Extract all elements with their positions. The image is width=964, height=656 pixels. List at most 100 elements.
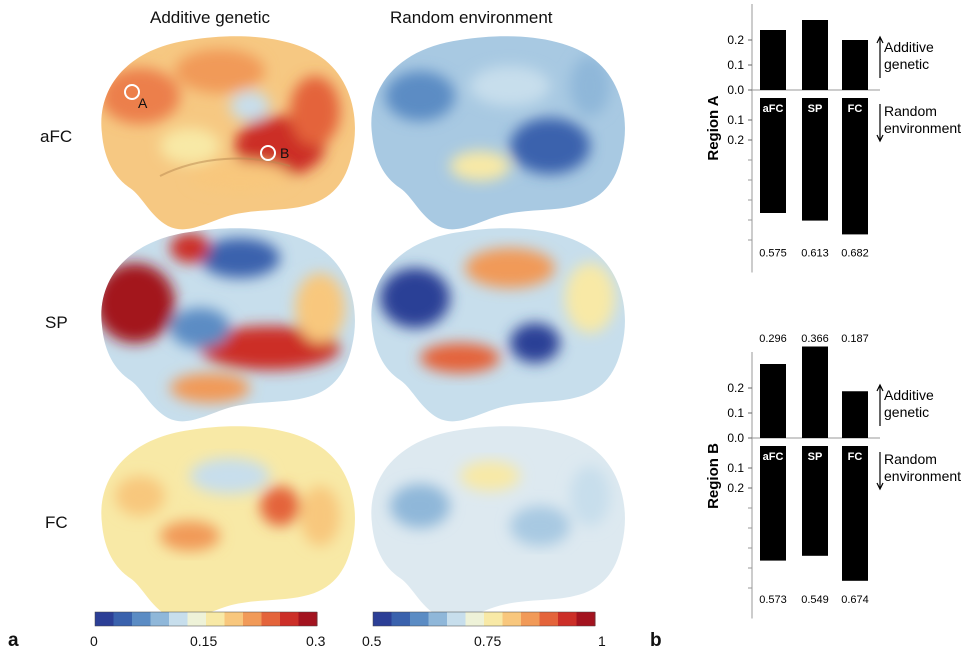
colorbar-genetic-swatch <box>187 612 207 626</box>
y-tick-label: 0.1 <box>727 406 744 420</box>
up-arrow-head <box>876 35 884 44</box>
environment-bar-sp <box>802 446 828 556</box>
top-value-label: 0.187 <box>841 333 869 345</box>
row-label-fc: FC <box>45 513 68 532</box>
colorbar-genetic-swatch <box>113 612 133 626</box>
colorbar-genetic-swatch <box>169 612 188 626</box>
column-header-genetic: Additive genetic <box>150 8 271 27</box>
bottom-value-label: 0.674 <box>841 594 869 606</box>
colorbar-outline <box>372 611 596 627</box>
annotation-genetic: genetic <box>884 56 929 72</box>
brain-afc-environment <box>371 36 625 230</box>
environment-bar-fc <box>842 98 868 235</box>
cb-env-tick-2: 1 <box>598 633 606 649</box>
genetic-bar-sp <box>802 346 828 438</box>
annotation-environment: environment <box>884 468 961 484</box>
bar-label: SP <box>808 103 823 115</box>
column-header-environment: Random environment <box>390 8 553 27</box>
colorbar-env-swatch <box>521 612 540 626</box>
bottom-value-label: 0.549 <box>801 594 829 606</box>
cb-env-tick-1: 0.75 <box>474 633 502 649</box>
y-tick-label: 0.1 <box>727 461 744 475</box>
bar-label: FC <box>848 103 863 115</box>
colorbar-genetic-swatch <box>280 612 299 626</box>
cb-genetic-tick-1: 0.15 <box>190 633 218 649</box>
brain-sp-environment <box>371 228 625 422</box>
colorbar-environment <box>372 611 596 627</box>
region-a-chart: Region A 0.2 0.1 0.0 0.1 0.2 aFC SP FC 0.575 0.613… <box>705 4 961 273</box>
panel-letter-b: b <box>650 630 662 651</box>
panel-b-charts: Region A 0.2 0.1 0.0 0.1 0.2 aFC SP FC 0.575 0.613… <box>705 4 961 619</box>
bar-label: aFC <box>763 451 784 463</box>
brain-fc-environment <box>371 426 625 620</box>
environment-bar-fc <box>842 446 868 581</box>
y-tick-label: 0.1 <box>727 113 744 127</box>
colorbar-genetic-swatch <box>95 612 114 626</box>
colorbar-genetic-swatch <box>132 612 151 626</box>
colorbar-genetic-swatch <box>150 612 170 626</box>
y-tick-label: 0.2 <box>727 33 744 47</box>
marker-b-label: B <box>280 145 289 161</box>
y-tick-label: 0.2 <box>727 133 744 147</box>
genetic-bar-sp <box>802 20 828 90</box>
bar-label: aFC <box>763 103 784 115</box>
genetic-bar-afc <box>760 364 786 438</box>
row-label-afc: aFC <box>40 127 73 146</box>
bottom-value-label: 0.682 <box>841 247 869 259</box>
genetic-bar-afc <box>760 30 786 90</box>
down-arrow-head <box>876 482 884 491</box>
region-b-chart: Region B 0.296 0.366 0.187 0.2 0.1 0.0 0.1 0.2 aF… <box>705 333 961 619</box>
colorbar-env-swatch <box>539 612 559 626</box>
annotation-genetic: Additive <box>884 387 934 403</box>
colorbar-env-swatch <box>465 612 485 626</box>
annotation-environment: Random <box>884 103 937 119</box>
y-tick-label: 0.0 <box>727 431 744 445</box>
annotation-environment: Random <box>884 451 937 467</box>
region-title: Region A <box>705 95 722 160</box>
colorbar-env-swatch <box>410 612 429 626</box>
brain-sp-genetic <box>101 228 355 422</box>
environment-bar-afc <box>760 446 786 561</box>
y-tick-label: 0.0 <box>727 83 744 97</box>
colorbar-genetic-swatch <box>261 612 281 626</box>
colorbar-env-swatch <box>484 612 503 626</box>
annotation-environment: environment <box>884 120 961 136</box>
bar-label: SP <box>808 451 823 463</box>
y-tick-label: 0.2 <box>727 381 744 395</box>
colorbar-genetic <box>94 611 318 627</box>
colorbar-outline <box>94 611 318 627</box>
annotation-genetic: Additive <box>884 39 934 55</box>
y-tick-label: 0.2 <box>727 481 744 495</box>
cb-env-tick-0: 0.5 <box>362 633 382 649</box>
bar-label: FC <box>848 451 863 463</box>
environment-bar-sp <box>802 98 828 221</box>
brain-maps: A B <box>94 36 625 627</box>
bottom-value-label: 0.613 <box>801 247 829 259</box>
marker-a-label: A <box>138 95 148 111</box>
environment-bar-afc <box>760 98 786 213</box>
bottom-value-label: 0.575 <box>759 247 787 259</box>
up-arrow-head <box>876 383 884 392</box>
colorbar-env-swatch <box>558 612 577 626</box>
brain-afc-genetic <box>101 36 355 230</box>
colorbar-env-swatch <box>428 612 448 626</box>
colorbar-genetic-swatch <box>206 612 225 626</box>
brain-fc-genetic <box>101 426 355 620</box>
colorbar-env-swatch <box>502 612 522 626</box>
panel-letter-a: a <box>8 630 19 651</box>
down-arrow-head <box>876 134 884 143</box>
cb-genetic-tick-2: 0.3 <box>306 633 326 649</box>
colorbar-genetic-swatch <box>224 612 244 626</box>
row-label-sp: SP <box>45 313 68 332</box>
top-value-label: 0.296 <box>759 333 787 345</box>
colorbar-env-swatch <box>373 612 392 626</box>
region-title: Region B <box>705 443 722 509</box>
colorbar-genetic-swatch <box>298 612 318 626</box>
bottom-value-label: 0.573 <box>759 594 787 606</box>
genetic-bar-fc <box>842 40 868 90</box>
genetic-bar-fc <box>842 391 868 438</box>
annotation-genetic: genetic <box>884 404 929 420</box>
cb-genetic-tick-0: 0 <box>90 633 98 649</box>
colorbar-env-swatch <box>576 612 596 626</box>
y-tick-label: 0.1 <box>727 58 744 72</box>
